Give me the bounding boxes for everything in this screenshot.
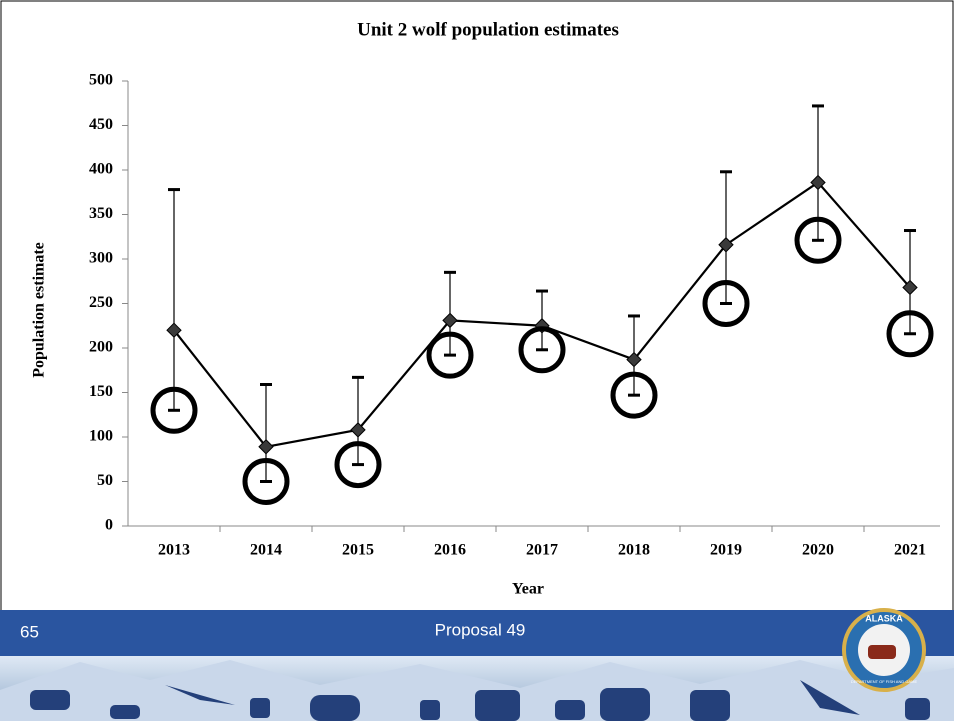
logo-top-text: ALASKA — [865, 613, 903, 623]
marker — [626, 351, 642, 368]
x-axis-label: Year — [512, 581, 544, 598]
lower-bound-circle — [150, 386, 198, 434]
y-tick-label: 150 — [89, 383, 113, 400]
marker — [718, 237, 734, 253]
marker — [258, 439, 274, 455]
animal-silhouettes — [30, 680, 930, 721]
x-tick-label: 2019 — [710, 542, 742, 559]
y-tick-label: 0 — [105, 517, 113, 534]
chart-title: Unit 2 wolf population estimates — [357, 19, 619, 40]
x-tick-label: 2020 — [802, 542, 834, 559]
marker — [442, 312, 458, 329]
lower-bound-circle — [610, 371, 658, 419]
y-tick-label: 50 — [97, 472, 113, 489]
lower-bound-circle — [794, 216, 842, 264]
y-tick-label: 250 — [89, 294, 113, 311]
x-tick-label: 2014 — [250, 542, 282, 559]
lower-bound-circle — [426, 331, 474, 379]
marker — [810, 174, 826, 191]
x-tick-label: 2021 — [894, 542, 926, 559]
y-axis-label: Population estimate — [31, 242, 48, 378]
x-tick-label: 2013 — [158, 542, 190, 559]
lower-bound-circle — [702, 280, 750, 327]
footer-text: Proposal 49 — [435, 620, 526, 639]
y-tick-label: 100 — [89, 428, 113, 445]
lower-bound-circle — [334, 441, 382, 489]
y-tick-label: 300 — [89, 250, 113, 267]
slide-number: 65 — [20, 622, 39, 641]
footer-bar — [0, 610, 954, 656]
marker — [902, 279, 918, 296]
logo-bottom-text: DEPARTMENT OF FISH AND GAME — [851, 679, 918, 684]
marker — [350, 422, 366, 438]
marker — [166, 322, 182, 338]
logo: ALASKA DEPARTMENT OF FISH AND GAME — [842, 608, 926, 692]
x-tick-label: 2016 — [434, 542, 466, 559]
lower-bound-circle — [886, 310, 934, 358]
lower-bound-circle — [242, 458, 290, 505]
lower-bound-circle — [518, 326, 566, 374]
x-tick-label: 2017 — [526, 542, 558, 559]
y-tick-label: 200 — [89, 339, 113, 356]
y-tick-label: 400 — [89, 161, 113, 178]
x-tick-label: 2018 — [618, 542, 650, 559]
y-tick-label: 450 — [89, 116, 113, 133]
y-tick-label: 500 — [89, 72, 113, 89]
y-tick-label: 350 — [89, 205, 113, 222]
x-tick-label: 2015 — [342, 542, 374, 559]
